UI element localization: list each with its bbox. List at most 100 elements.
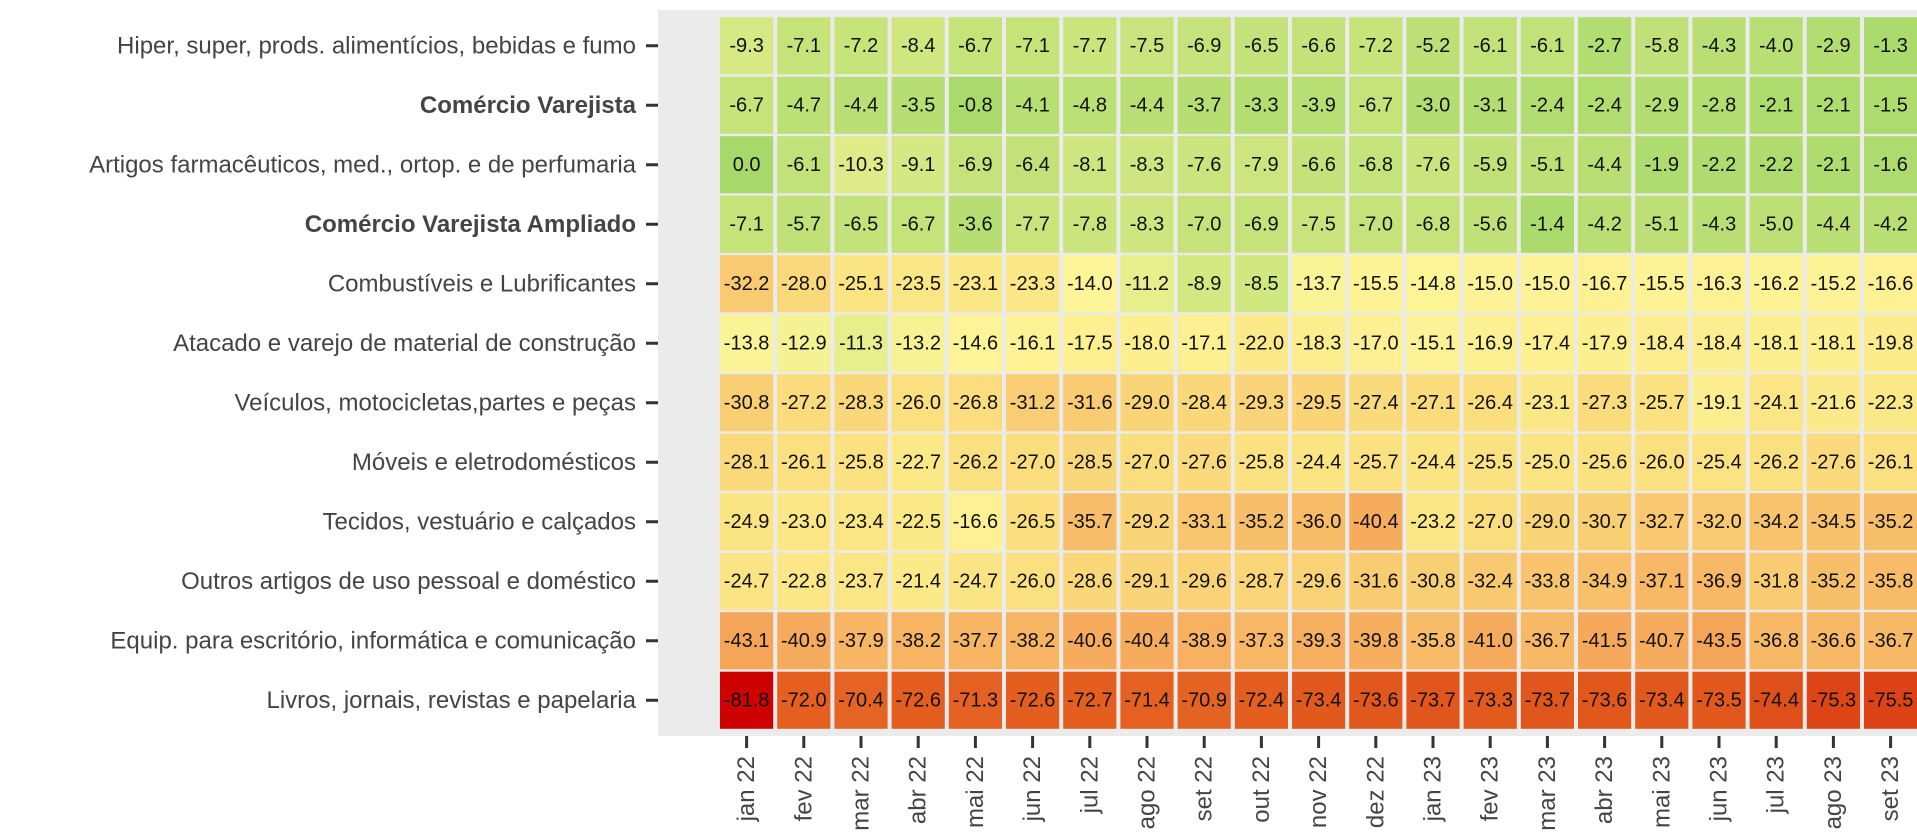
cell-value-label: -72.4 bbox=[1239, 689, 1285, 711]
heatmap-cell-comercio-varejista-ampliado-out-22 bbox=[1234, 195, 1288, 253]
cell-value-label: -22.8 bbox=[781, 570, 827, 592]
cell-value-label: -23.1 bbox=[953, 273, 999, 295]
cell-value-label: -43.1 bbox=[724, 630, 770, 652]
cell-value-label: -4.1 bbox=[1015, 94, 1049, 116]
heatmap-cell-combustiveis-e-lubrificantes-jan-22 bbox=[720, 255, 774, 313]
heatmap-cell-combustiveis-e-lubrificantes-jul-22 bbox=[1063, 255, 1117, 313]
cell-value-label: -38.2 bbox=[1010, 630, 1056, 652]
cell-value-label: -3.9 bbox=[1301, 94, 1335, 116]
heatmap-cell-outros-artigos-de-uso-pessoal-e-domestico-ago-23 bbox=[1806, 552, 1860, 610]
heatmap-cell-combustiveis-e-lubrificantes-mar-23 bbox=[1520, 255, 1574, 313]
cell-value-label: -40.6 bbox=[1067, 630, 1113, 652]
cell-value-label: -28.5 bbox=[1067, 451, 1113, 473]
cell-value-label: -72.0 bbox=[781, 689, 827, 711]
cell-value-label: -4.4 bbox=[1130, 94, 1164, 116]
heatmap-cell-atacado-e-varejo-de-material-de-construcao-fev-23 bbox=[1463, 314, 1517, 372]
heatmap-cell-veiculos-motocicletas-partes-e-pecas-jun-23 bbox=[1692, 374, 1746, 432]
cell-value-label: -34.2 bbox=[1753, 511, 1799, 533]
cell-value-label: -27.0 bbox=[1124, 451, 1170, 473]
heatmap-cell-tecidos-vestuario-e-calcados-jan-22 bbox=[720, 493, 774, 551]
heatmap-cell-outros-artigos-de-uso-pessoal-e-domestico-mai-23 bbox=[1635, 552, 1689, 610]
cell-value-label: -6.8 bbox=[1359, 154, 1393, 176]
cell-value-label: -19.1 bbox=[1696, 392, 1742, 414]
cell-value-label: -16.1 bbox=[1010, 332, 1056, 354]
cell-value-label: -8.3 bbox=[1130, 213, 1164, 235]
cell-value-label: -35.8 bbox=[1868, 570, 1914, 592]
x-tick-label-mai-23: mai 23 bbox=[1648, 756, 1675, 828]
cell-value-label: -31.8 bbox=[1753, 570, 1799, 592]
heatmap-cell-tecidos-vestuario-e-calcados-jun-23 bbox=[1692, 493, 1746, 551]
cell-value-label: -7.2 bbox=[844, 35, 878, 57]
cell-value-label: -75.3 bbox=[1811, 689, 1857, 711]
heatmap-cell-combustiveis-e-lubrificantes-jun-23 bbox=[1692, 255, 1746, 313]
x-tick-label-fev-22: fev 22 bbox=[790, 756, 817, 821]
heatmap-cell-moveis-e-eletrodomesticos-ago-23 bbox=[1806, 433, 1860, 491]
heatmap-cell-livros-jornais-revistas-e-papelaria-fev-22 bbox=[777, 671, 831, 729]
cell-value-label: -7.1 bbox=[729, 213, 763, 235]
cell-value-label: -37.3 bbox=[1239, 630, 1285, 652]
heatmap-cell-livros-jornais-revistas-e-papelaria-jul-23 bbox=[1749, 671, 1803, 729]
cell-value-label: -2.9 bbox=[1645, 94, 1679, 116]
heatmap-cell-equip-para-escritorio-informatica-e-comunicacao-fev-22 bbox=[777, 612, 831, 670]
heatmap-cell-combustiveis-e-lubrificantes-ago-23 bbox=[1806, 255, 1860, 313]
cell-value-label: -73.4 bbox=[1296, 689, 1342, 711]
cell-value-label: -15.0 bbox=[1467, 273, 1513, 295]
cell-value-label: -25.8 bbox=[1239, 451, 1285, 473]
cell-value-label: -8.9 bbox=[1187, 273, 1221, 295]
heatmap-cell-veiculos-motocicletas-partes-e-pecas-mai-23 bbox=[1635, 374, 1689, 432]
cell-value-label: -4.2 bbox=[1873, 213, 1907, 235]
cell-value-label: -23.4 bbox=[838, 511, 884, 533]
heatmap-cell-artigos-farmaceuticos-med-ortop-e-de-perfumaria-jan-22 bbox=[720, 136, 774, 194]
x-axis: jan 22 fev 22 mar 22 abr 22 mai 22 jun 22 jul … bbox=[733, 736, 1904, 831]
cell-value-label: -7.7 bbox=[1015, 213, 1049, 235]
row-label-combustiveis-e-lubrificantes: Combustíveis e Lubrificantes bbox=[328, 270, 636, 297]
cell-value-label: -36.0 bbox=[1296, 511, 1342, 533]
cell-value-label: -39.8 bbox=[1353, 630, 1399, 652]
cell-value-label: -6.1 bbox=[1530, 35, 1564, 57]
cell-value-label: -7.6 bbox=[1187, 154, 1221, 176]
cell-value-label: -2.1 bbox=[1816, 94, 1850, 116]
heatmap-cell-artigos-farmaceuticos-med-ortop-e-de-perfumaria-jun-23 bbox=[1692, 136, 1746, 194]
cell-value-label: -40.9 bbox=[781, 630, 827, 652]
heatmap-cell-hiper-super-prods-alimenticios-bebidas-e-fumo-jan-22 bbox=[720, 17, 774, 75]
heatmap-cell-equip-para-escritorio-informatica-e-comunicacao-set-23 bbox=[1864, 612, 1917, 670]
x-tick-label-set-23: set 23 bbox=[1877, 756, 1904, 821]
cell-value-label: -73.7 bbox=[1410, 689, 1456, 711]
cell-value-label: -25.6 bbox=[1582, 451, 1628, 473]
heatmap-cell-hiper-super-prods-alimenticios-bebidas-e-fumo-ago-22 bbox=[1120, 17, 1174, 75]
heatmap-cell-combustiveis-e-lubrificantes-dez-22 bbox=[1349, 255, 1403, 313]
cell-value-label: -71.4 bbox=[1124, 689, 1170, 711]
heatmap-cell-equip-para-escritorio-informatica-e-comunicacao-jun-22 bbox=[1006, 612, 1060, 670]
cell-value-label: -14.8 bbox=[1410, 273, 1456, 295]
heatmap-cell-combustiveis-e-lubrificantes-jan-23 bbox=[1406, 255, 1460, 313]
heatmap-cell-hiper-super-prods-alimenticios-bebidas-e-fumo-jul-23 bbox=[1749, 17, 1803, 75]
x-tick-label-jun-23: jun 23 bbox=[1706, 756, 1733, 822]
cell-value-label: -40.7 bbox=[1639, 630, 1685, 652]
heatmap-cell-combustiveis-e-lubrificantes-nov-22 bbox=[1292, 255, 1346, 313]
cell-value-label: -35.2 bbox=[1811, 570, 1857, 592]
heatmap-cell-artigos-farmaceuticos-med-ortop-e-de-perfumaria-mar-23 bbox=[1520, 136, 1574, 194]
heatmap-cell-hiper-super-prods-alimenticios-bebidas-e-fumo-jun-23 bbox=[1692, 17, 1746, 75]
cell-value-label: -73.3 bbox=[1467, 689, 1513, 711]
heatmap-cell-tecidos-vestuario-e-calcados-abr-22 bbox=[891, 493, 945, 551]
heatmap-cell-comercio-varejista-ampliado-jan-22 bbox=[720, 195, 774, 253]
heatmap-cell-equip-para-escritorio-informatica-e-comunicacao-mai-23 bbox=[1635, 612, 1689, 670]
cell-value-label: -1.6 bbox=[1873, 154, 1907, 176]
heatmap-cell-veiculos-motocicletas-partes-e-pecas-jun-22 bbox=[1006, 374, 1060, 432]
cell-value-label: -4.4 bbox=[1587, 154, 1621, 176]
heatmap-cell-comercio-varejista-ampliado-jun-22 bbox=[1006, 195, 1060, 253]
heatmap-cell-comercio-varejista-ampliado-abr-23 bbox=[1578, 195, 1632, 253]
cell-value-label: -11.3 bbox=[839, 332, 883, 354]
heatmap-cell-comercio-varejista-ampliado-jul-23 bbox=[1749, 195, 1803, 253]
heatmap-cell-combustiveis-e-lubrificantes-set-22 bbox=[1177, 255, 1231, 313]
cell-value-label: -36.7 bbox=[1525, 630, 1571, 652]
cell-value-label: -34.9 bbox=[1582, 570, 1628, 592]
heatmap-cell-comercio-varejista-ampliado-fev-23 bbox=[1463, 195, 1517, 253]
heatmap-cell-atacado-e-varejo-de-material-de-construcao-jan-22 bbox=[720, 314, 774, 372]
heatmap-cell-moveis-e-eletrodomesticos-fev-23 bbox=[1463, 433, 1517, 491]
cell-value-label: -73.4 bbox=[1639, 689, 1685, 711]
heatmap-cell-artigos-farmaceuticos-med-ortop-e-de-perfumaria-set-22 bbox=[1177, 136, 1231, 194]
cell-value-label: -41.0 bbox=[1467, 630, 1513, 652]
heatmap-cell-moveis-e-eletrodomesticos-dez-22 bbox=[1349, 433, 1403, 491]
cell-value-label: -5.1 bbox=[1645, 213, 1679, 235]
